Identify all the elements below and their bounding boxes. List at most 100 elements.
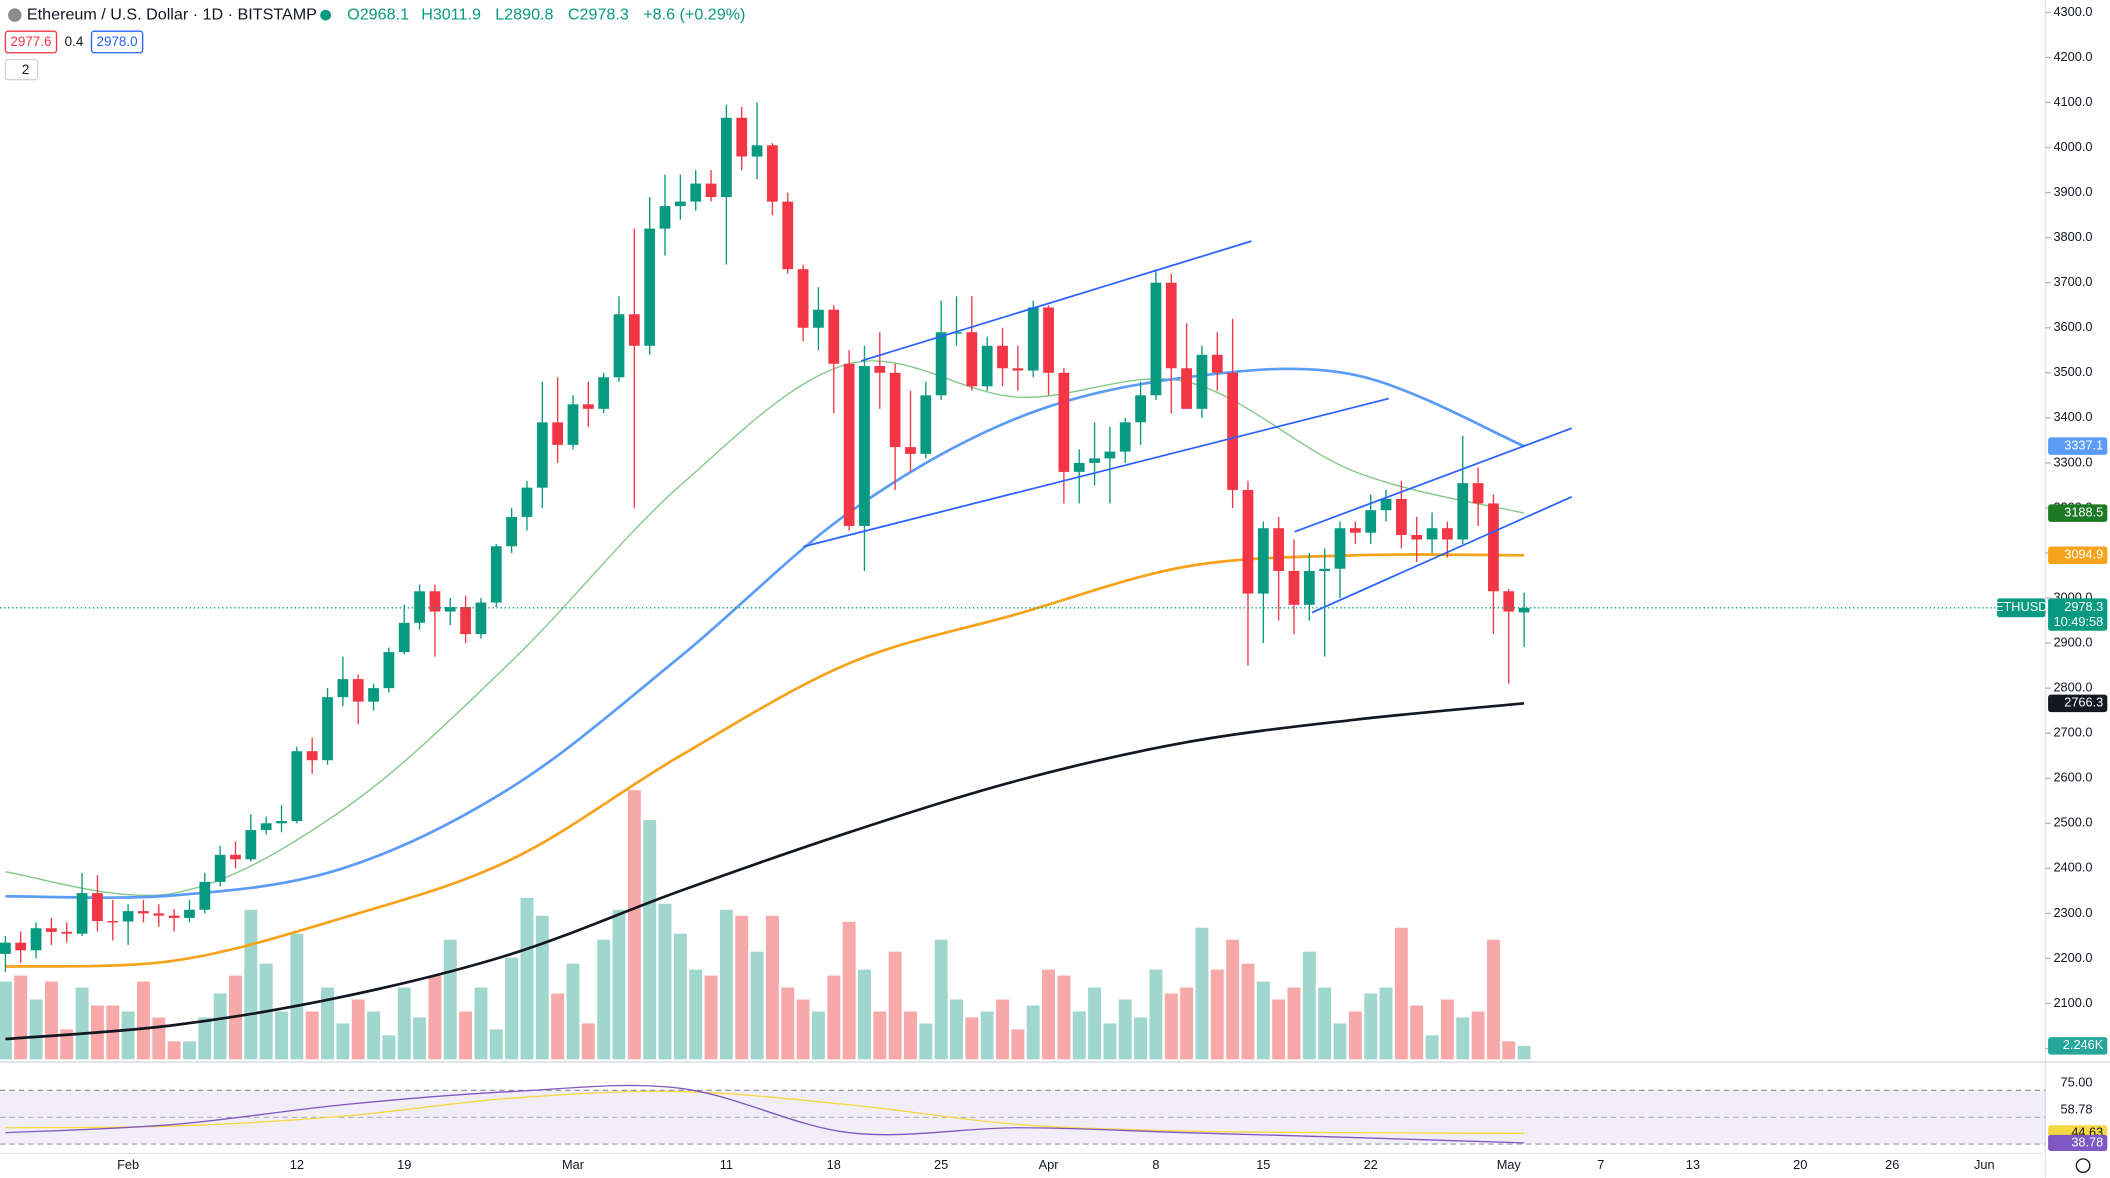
ma-label-box [2048,504,2108,522]
x-tick-label: 19 [397,1157,411,1172]
candle-body [368,688,379,702]
candle-body [1503,591,1515,612]
y-tick-label: 3500.0 [2053,364,2092,379]
candle-body [997,345,1008,369]
candle-body [460,607,471,635]
candle-body [490,546,502,603]
volume-bar [1103,1023,1117,1060]
candle-body [951,332,962,334]
x-tick-label: 8 [1152,1157,1159,1172]
candle-body [92,893,103,922]
candle-body [1043,307,1054,373]
volume-bar [796,999,810,1060]
volume-bar [413,1017,427,1060]
volume-bar [811,1011,825,1060]
symbol-icon [8,8,22,22]
candle-body [1349,528,1361,533]
buy-box[interactable] [90,30,144,54]
moving-average [5,367,1525,900]
volume-bar [1118,999,1132,1060]
x-tick-label: 18 [827,1157,841,1172]
ohlc-change: +8.6 (+0.29%) [643,5,745,23]
volume-bar [167,1041,181,1060]
volume-bar [551,993,565,1060]
trend-line [1311,496,1573,614]
volume-bar [765,915,779,1060]
candle-body [828,309,840,364]
candle-body [1257,528,1269,594]
candle-body [1089,458,1100,463]
ohlc-high: H3011.9 [421,5,481,23]
volume-bar [934,939,948,1060]
volume-bar [1164,993,1178,1060]
y-tick-label: 2400.0 [2053,860,2092,875]
volume-bar [980,1011,994,1060]
x-tick-label: Apr [1039,1157,1060,1172]
x-tick-label: 12 [290,1157,304,1172]
moving-average [5,701,1525,1041]
rsi-line [5,1084,1525,1144]
volume-bar [1410,1005,1424,1060]
volume-bar [136,981,150,1060]
y-tick-label: 2500.0 [2053,815,2092,830]
candle-body [552,422,564,445]
volume-bar [904,1011,917,1060]
candle-body [751,145,763,157]
y-tick-label: 4000.0 [2053,139,2092,154]
candle-body [905,447,916,454]
candle-body [613,314,625,378]
symbol-title: Ethereum / U.S. Dollar · 1D · BITSTAMP [27,5,317,23]
candle-body [15,942,27,951]
y-tick-label: 2900.0 [2053,634,2092,649]
volume-bar [520,897,534,1060]
candle-body [1058,372,1070,472]
candle-layer [0,102,1530,972]
indicator-toggle[interactable] [4,58,39,81]
candle-body [598,377,610,409]
settings-icon[interactable] [2075,1158,2091,1174]
candle-body [1288,571,1300,605]
ma-label: 2766.3 [2064,695,2103,710]
volume-bar [750,951,764,1060]
candle-body [1073,462,1085,472]
y-tick-label: 3300.0 [2053,454,2092,469]
ohlc-open: O2968.1 [347,5,409,23]
candle-body [506,516,518,547]
volume-bar [305,1011,319,1060]
x-tick-label: 22 [1364,1157,1378,1172]
volume-bar [1348,1011,1362,1060]
volume-bar [719,909,733,1060]
y-tick-label: 3700.0 [2053,274,2092,289]
trend-line [860,240,1252,362]
candle-body [322,697,333,761]
ask-price: 2978.0 [97,34,138,49]
spread: 0.4 [65,34,84,49]
candle-body [966,332,978,387]
volume-bar [1502,1041,1516,1060]
candle-body [30,928,42,951]
volume-bar [673,933,687,1060]
y-tick-label: 2700.0 [2053,725,2092,740]
candle-body [1181,368,1192,409]
ma-label-box [2048,546,2108,565]
volume-bar [44,981,58,1060]
candle-body [1319,568,1331,572]
y-tick-label: 2800.0 [2053,680,2092,695]
candle-body [567,404,579,445]
volume-bar [1440,999,1454,1060]
candle-body [889,372,901,448]
candle-body [1119,422,1131,452]
candle-body [306,751,318,761]
volume-bar [781,987,795,1060]
volume-bar [121,1011,135,1060]
candle-body [1135,395,1146,423]
candle-body [1211,354,1223,373]
volume-bar [1471,1011,1485,1060]
price-box [2048,598,2108,631]
volume-bar [1333,1023,1347,1060]
trend-line [1294,427,1573,533]
candle-body [230,854,241,860]
sell-box[interactable] [4,30,58,54]
candle-body [859,366,870,526]
